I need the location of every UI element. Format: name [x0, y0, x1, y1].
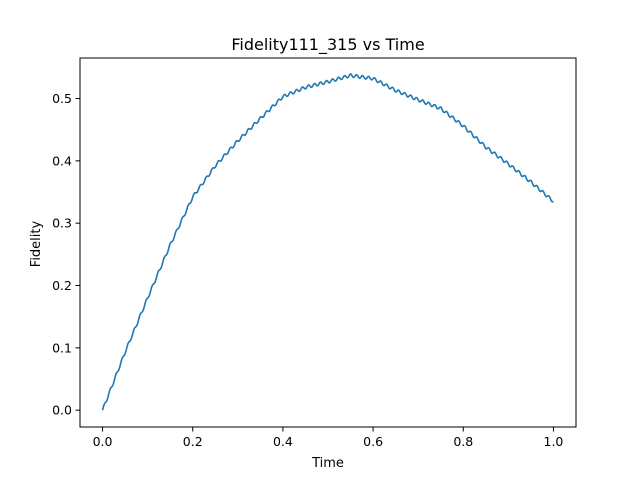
x-tick-label: 0.4	[273, 434, 293, 449]
x-tick-label: 0.2	[183, 434, 203, 449]
chart-title: Fidelity111_315 vs Time	[231, 35, 424, 55]
y-tick-label: 0.3	[52, 216, 72, 231]
x-tick-label: 0.0	[93, 434, 113, 449]
y-tick-label: 0.1	[52, 340, 72, 355]
y-axis-label: Fidelity	[29, 220, 44, 267]
y-tick-label: 0.4	[52, 153, 72, 168]
series-line	[101, 73, 554, 411]
y-tick-label: 0.5	[52, 91, 72, 106]
plot-frame	[79, 57, 577, 428]
x-tick-label: 1.0	[544, 434, 564, 449]
y-tick-label: 0.0	[52, 403, 72, 418]
x-tick-label: 0.6	[363, 434, 383, 449]
x-axis-label: Time	[311, 456, 344, 471]
y-tick-label: 0.2	[52, 278, 72, 293]
x-tick-label: 0.8	[453, 434, 473, 449]
